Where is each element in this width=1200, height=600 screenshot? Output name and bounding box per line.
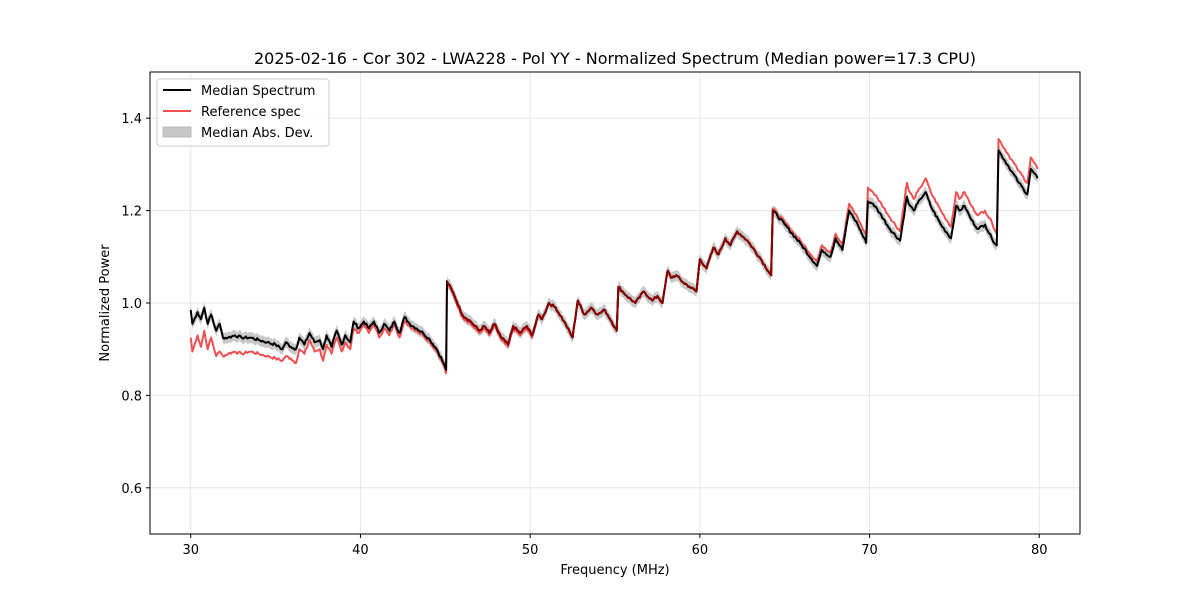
legend-mad-swatch bbox=[162, 126, 192, 138]
mad-band bbox=[190, 145, 1038, 376]
y-tick-label: 0.6 bbox=[121, 482, 142, 497]
x-tick-label: 80 bbox=[1031, 543, 1048, 558]
legend-reference-label: Reference spec bbox=[201, 105, 301, 120]
x-tick-label: 60 bbox=[692, 543, 709, 558]
y-tick-label: 1.2 bbox=[121, 205, 142, 220]
x-tick-label: 70 bbox=[861, 543, 878, 558]
chart-title: 2025-02-16 - Cor 302 - LWA228 - Pol YY -… bbox=[254, 49, 976, 68]
y-tick-label: 0.8 bbox=[121, 389, 142, 404]
overlap-line bbox=[446, 210, 774, 346]
x-tick-label: 50 bbox=[522, 543, 539, 558]
grid bbox=[150, 72, 1080, 534]
legend-box bbox=[156, 78, 330, 147]
y-tick-label: 1.0 bbox=[121, 297, 142, 312]
x-axis: 30 40 50 60 70 80 bbox=[182, 534, 1048, 558]
legend: Median Spectrum Reference spec Median Ab… bbox=[156, 78, 330, 147]
y-tick-label: 1.4 bbox=[121, 112, 142, 127]
x-tick-label: 30 bbox=[182, 543, 199, 558]
plot-area bbox=[149, 71, 1081, 535]
y-axis-label: Normalized Power bbox=[98, 244, 113, 362]
y-axis: 0.6 0.8 1.0 1.2 1.4 bbox=[121, 112, 150, 497]
legend-median-label: Median Spectrum bbox=[201, 84, 315, 99]
x-tick-label: 40 bbox=[352, 543, 369, 558]
legend-mad-label: Median Abs. Dev. bbox=[201, 126, 313, 141]
x-axis-label: Frequency (MHz) bbox=[560, 563, 669, 578]
